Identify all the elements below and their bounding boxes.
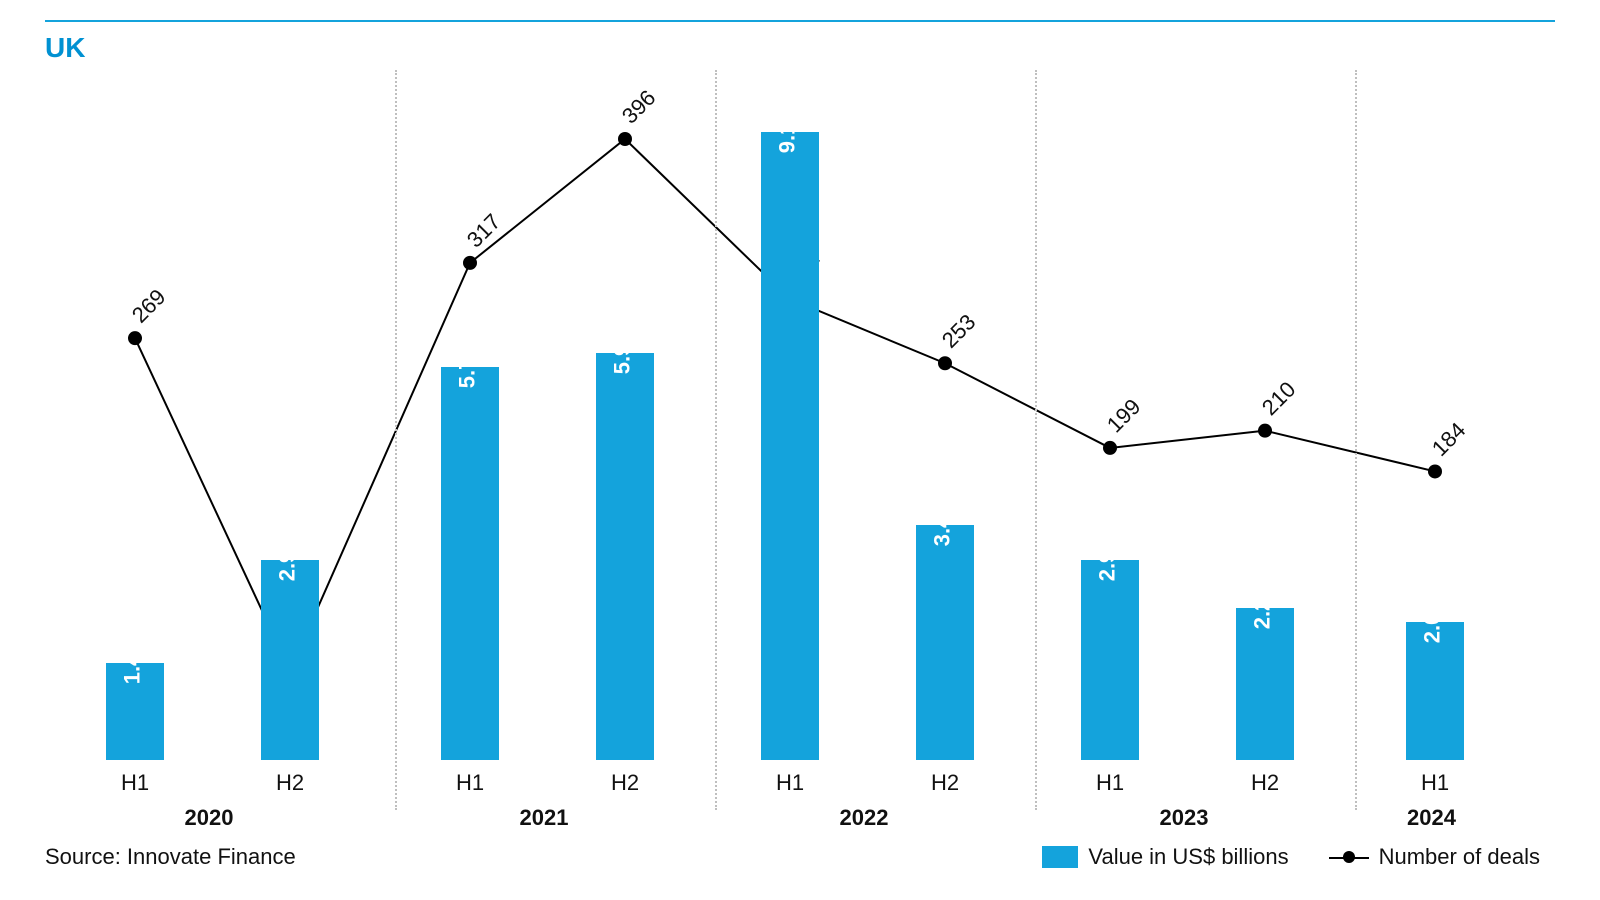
deals-value-label: 253 — [937, 309, 981, 353]
chart-container: UK 26957317396294253199210184 1.4H12.9H2… — [0, 0, 1600, 900]
deals-marker — [128, 331, 142, 345]
year-label: 2023 — [1160, 805, 1209, 831]
top-rule — [45, 20, 1555, 22]
bar: 2.2 — [1236, 608, 1294, 760]
bar-value-label: 5.7 — [455, 357, 481, 388]
bar: 1.4 — [106, 663, 164, 760]
source-text: Source: Innovate Finance — [45, 844, 296, 870]
bar-value-label: 2.9 — [1095, 551, 1121, 582]
deals-marker — [1258, 424, 1272, 438]
deals-value-label: 210 — [1257, 377, 1301, 421]
half-label: H2 — [931, 770, 959, 796]
deals-marker — [618, 132, 632, 146]
half-label: H2 — [276, 770, 304, 796]
bar-value-label: 3.4 — [930, 516, 956, 547]
plot-area: 26957317396294253199210184 1.4H12.9H2202… — [75, 70, 1515, 760]
year-label: 2021 — [520, 805, 569, 831]
bar-value-label: 2.2 — [1250, 599, 1276, 630]
bar-value-label: 9.1 — [775, 123, 801, 154]
group-separator — [1035, 70, 1037, 810]
legend-swatch-bar — [1042, 846, 1078, 868]
legend-item-bar: Value in US$ billions — [1042, 844, 1288, 870]
legend-label-bar: Value in US$ billions — [1088, 844, 1288, 870]
legend-item-line: Number of deals — [1329, 844, 1540, 870]
group-separator — [715, 70, 717, 810]
bar-value-label: 2.0 — [1420, 613, 1446, 644]
group-separator — [395, 70, 397, 810]
legend-swatch-line — [1329, 850, 1369, 864]
deals-marker — [938, 356, 952, 370]
half-label: H1 — [121, 770, 149, 796]
half-label: H2 — [611, 770, 639, 796]
bar-value-label: 2.9 — [275, 551, 301, 582]
deals-value-label: 184 — [1427, 417, 1471, 461]
deals-value-label: 199 — [1102, 394, 1146, 438]
half-label: H1 — [1096, 770, 1124, 796]
half-label: H1 — [1421, 770, 1449, 796]
deals-marker — [463, 256, 477, 270]
chart-title: UK — [45, 32, 85, 64]
year-label: 2020 — [185, 805, 234, 831]
deals-marker — [1103, 441, 1117, 455]
half-label: H1 — [776, 770, 804, 796]
bar: 2.9 — [261, 560, 319, 760]
bar: 2.9 — [1081, 560, 1139, 760]
bar-value-label: 1.4 — [120, 654, 146, 685]
deals-value-label: 396 — [617, 85, 661, 129]
bar: 9.1 — [761, 132, 819, 760]
legend-label-line: Number of deals — [1379, 844, 1540, 870]
bar: 5.7 — [441, 367, 499, 760]
half-label: H1 — [456, 770, 484, 796]
deals-marker — [1428, 464, 1442, 478]
group-separator — [1355, 70, 1357, 810]
bar: 2.0 — [1406, 622, 1464, 760]
legend: Value in US$ billions Number of deals — [1042, 844, 1540, 870]
half-label: H2 — [1251, 770, 1279, 796]
bar-value-label: 5.9 — [610, 344, 636, 375]
deals-value-label: 269 — [127, 284, 171, 328]
bar: 5.9 — [596, 353, 654, 760]
year-label: 2022 — [840, 805, 889, 831]
bar: 3.4 — [916, 525, 974, 760]
year-label: 2024 — [1407, 805, 1456, 831]
deals-value-label: 317 — [462, 209, 506, 253]
